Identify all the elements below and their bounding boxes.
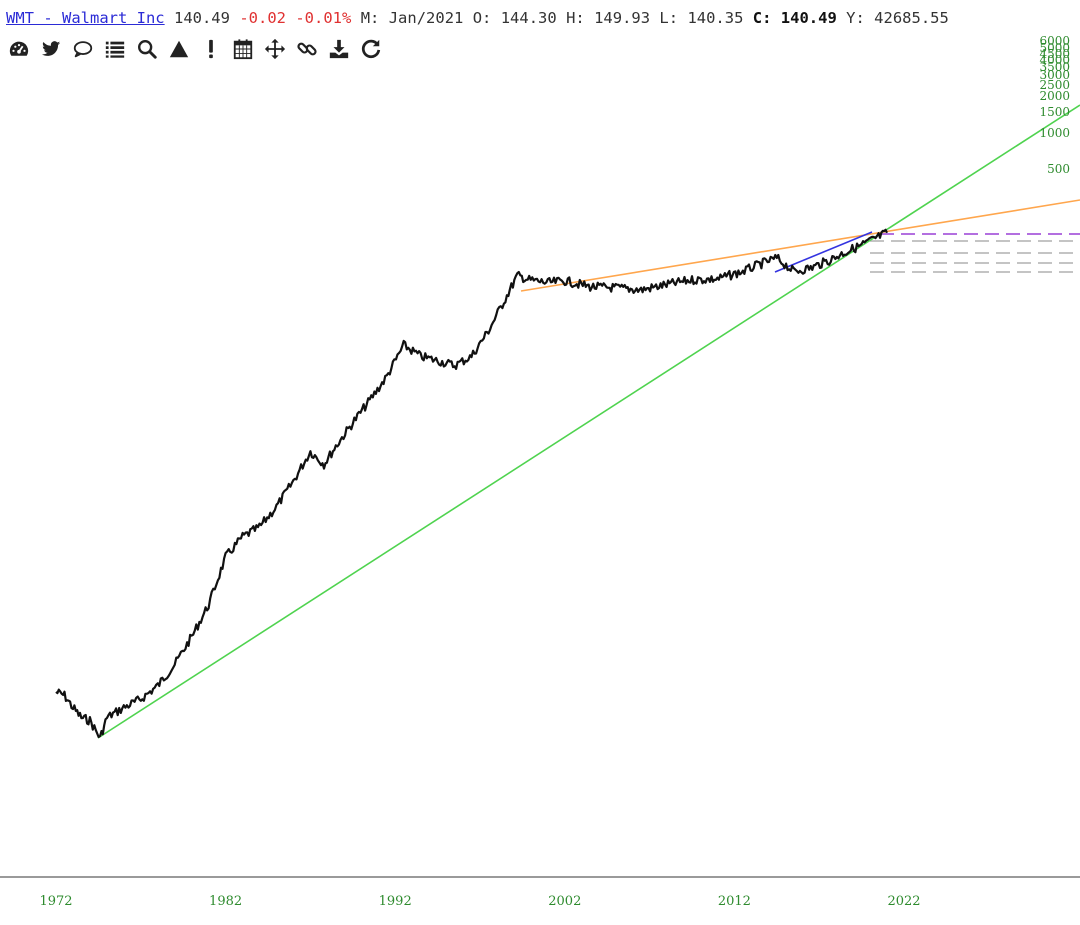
blue-trendline [774,231,873,273]
y-tick-3500: 3500 [1039,60,1070,74]
y-tick-3000: 3000 [1039,68,1070,82]
green-trendline [97,104,1080,739]
x-tick-2002: 2002 [548,894,581,909]
y-tick-1500: 1500 [1039,105,1070,119]
y-tick-1000: 1000 [1039,126,1070,140]
ticker-link[interactable]: WMT - Walmart Inc [6,9,165,27]
high-label: H: [566,9,585,27]
open-label: O: [472,9,492,27]
calendar-icon[interactable] [230,37,256,61]
y-tick-4500: 4500 [1039,47,1070,61]
x-tick-1972: 1972 [39,894,72,909]
price-change: -0.02 [239,9,286,27]
price-change-percent: -0.01% [295,9,352,27]
y-tick-500: 500 [1047,162,1070,176]
x-axis: 1972 1982 1992 2002 2012 2022 [39,894,920,909]
x-tick-1992: 1992 [379,894,412,909]
list-icon[interactable] [102,37,128,61]
x-tick-2022: 2022 [887,894,920,909]
y-tick-4000: 4000 [1039,53,1070,67]
download-icon[interactable] [326,37,352,61]
price-series-line [55,228,888,739]
y-tick-6000: 6000 [1039,34,1070,48]
comment-icon[interactable] [70,37,96,61]
y-value: 42685.55 [874,9,949,27]
y-tick-5000: 5000 [1039,41,1070,55]
search-icon[interactable] [134,37,160,61]
x-tick-1982: 1982 [209,894,242,909]
low-label: L: [659,9,679,27]
plot-area [55,104,1080,739]
close-value: 140.49 [780,9,837,27]
month-label: M: [360,9,380,27]
y-label: Y: [846,9,865,27]
last-price: 140.49 [173,9,230,27]
move-icon[interactable] [262,37,288,61]
y-tick-2500: 2500 [1039,78,1070,92]
refresh-icon[interactable] [358,37,384,61]
exclamation-icon[interactable] [198,37,224,61]
high-value: 149.93 [594,9,651,27]
dashboard-icon[interactable] [6,37,32,61]
x-tick-2012: 2012 [718,894,751,909]
link-icon[interactable] [294,37,320,61]
open-value: 144.30 [500,9,557,27]
chart-toolbar [6,36,384,62]
quote-header: WMT - Walmart Inc 140.49 -0.02 -0.01% M:… [6,8,1080,30]
twitter-icon[interactable] [38,37,64,61]
low-value: 140.35 [687,9,744,27]
close-label: C: [752,9,772,27]
orange-trendline [520,199,1080,292]
triangle-icon[interactable] [166,37,192,61]
month-value: Jan/2021 [388,9,464,27]
y-tick-2000: 2000 [1039,89,1070,103]
